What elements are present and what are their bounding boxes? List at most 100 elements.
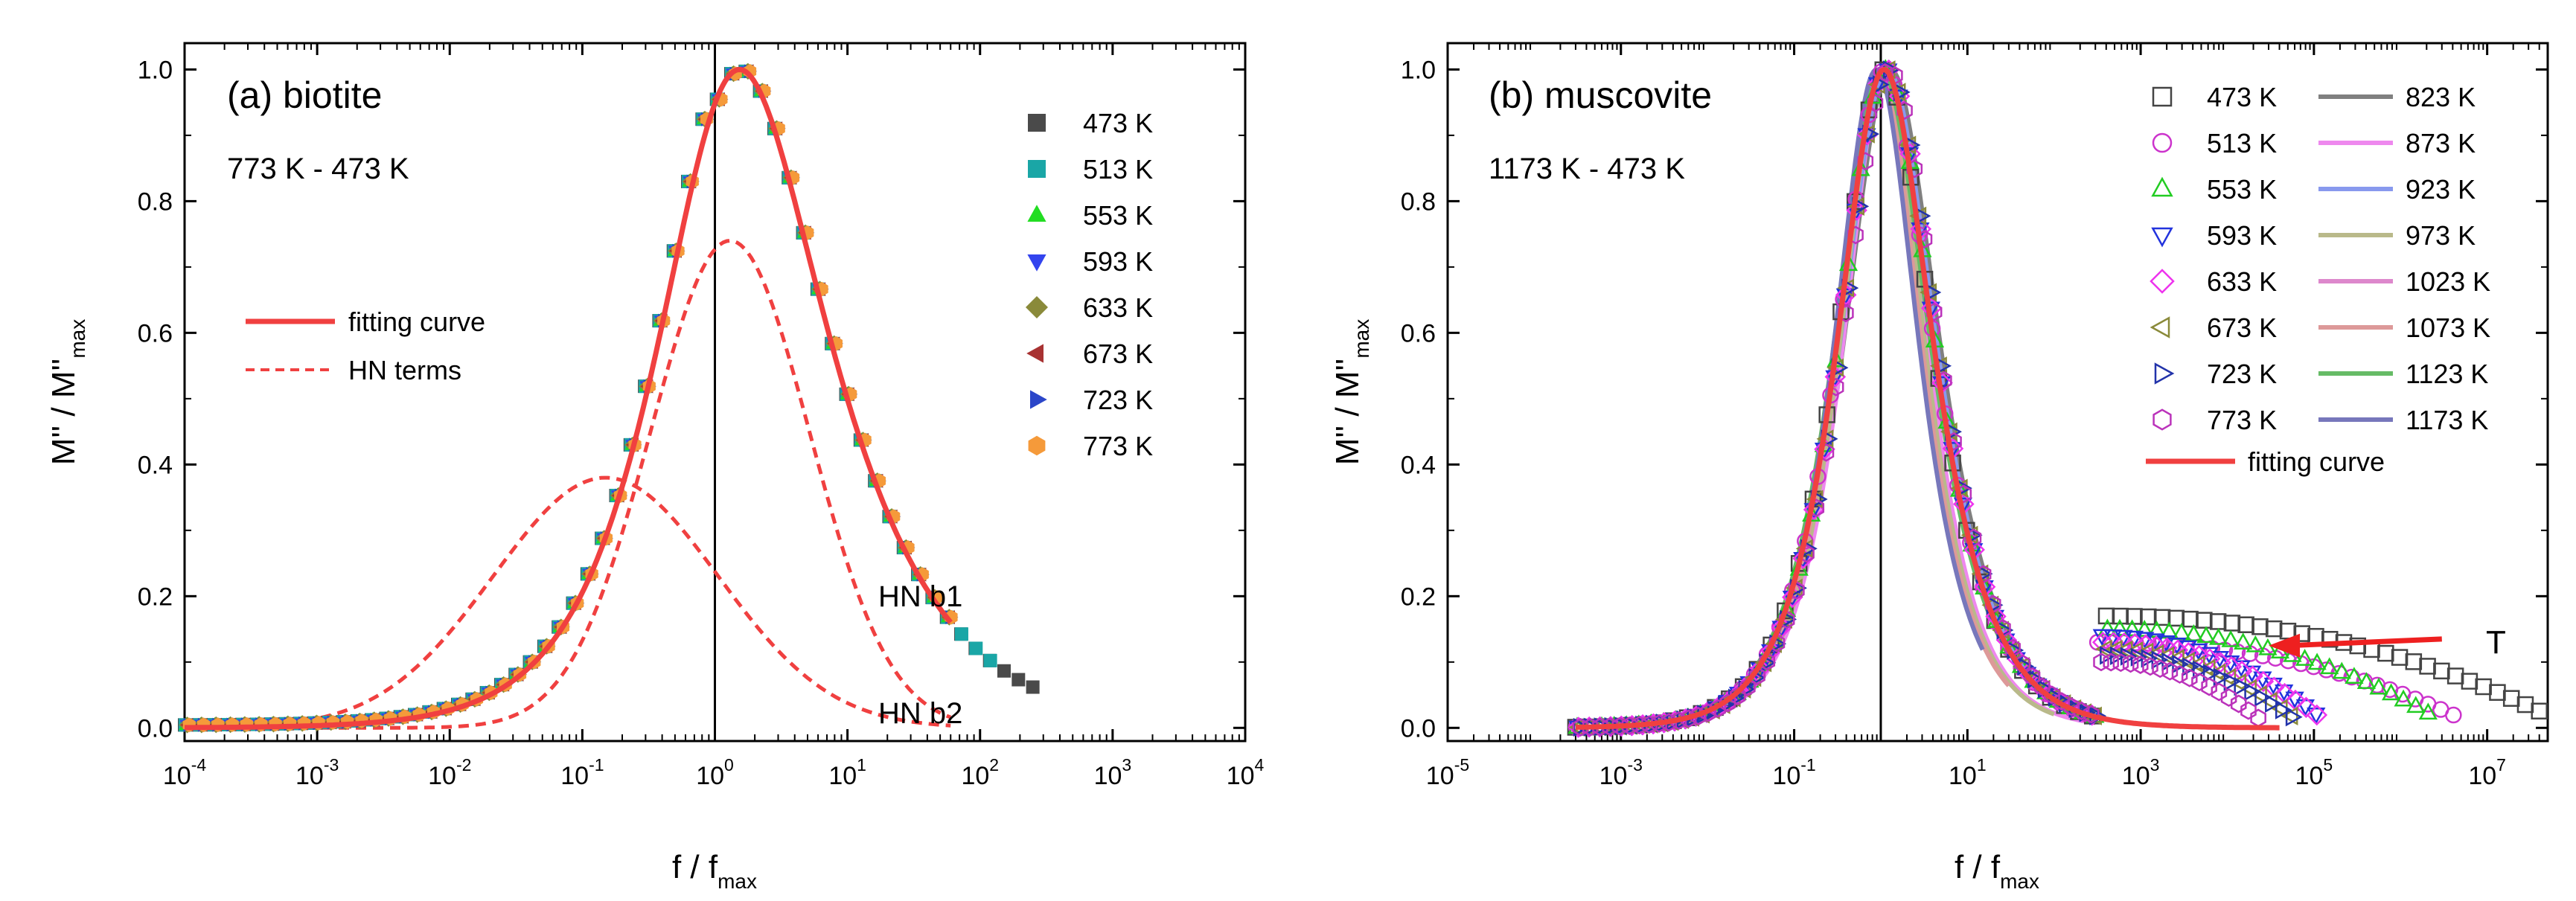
data-point	[2246, 635, 2265, 652]
data-point	[2234, 676, 2251, 696]
data-point	[1611, 716, 1629, 736]
data-point	[2250, 708, 2266, 728]
data-point	[2307, 652, 2327, 670]
data-point	[2234, 632, 2253, 650]
data-point	[2445, 706, 2462, 724]
fit-curve	[185, 66, 953, 731]
legend-marker	[2151, 176, 2173, 197]
panel-title: (b) muscovite	[1489, 74, 1712, 116]
data-point	[2394, 689, 2413, 707]
data-point	[1808, 498, 1825, 518]
data-point	[1857, 152, 1874, 171]
data-point	[2231, 660, 2253, 682]
hn-term-1	[185, 238, 952, 730]
x-tick-label: 10-3	[295, 755, 339, 790]
legend-label: 513 K	[2207, 128, 2277, 158]
data-point	[2110, 618, 2129, 636]
data-point	[2240, 679, 2257, 698]
data-point	[2263, 676, 2285, 699]
data-point	[2221, 629, 2240, 647]
legend-hn-label: HN terms	[348, 355, 461, 385]
series-legend: 473 K 513 K 553 K 593 K 633 K 673 K 723 K 773 K…	[2150, 82, 2490, 435]
data-point	[2254, 687, 2272, 707]
legend-marker	[2151, 227, 2173, 248]
fit-curve-group	[185, 66, 953, 731]
data-markers	[1567, 59, 2548, 738]
y-tick-label: 0.6	[1401, 319, 1436, 347]
data-point	[1798, 544, 1815, 563]
data-point	[2502, 690, 2520, 707]
data-point	[2242, 665, 2263, 687]
data-point	[2130, 647, 2148, 667]
data-point	[2446, 667, 2464, 684]
y-tick-label: 0.4	[138, 451, 173, 479]
data-point	[2181, 668, 2198, 687]
data-point	[2258, 638, 2278, 655]
tick-labels: 10-4 10-3 10-2 10-1 100 101 102 103 104 0.0 0.2 0.4…	[138, 56, 1265, 790]
legend-marker	[1027, 254, 1046, 272]
data-point	[1768, 633, 1786, 652]
legend-label: 723 K	[1083, 385, 1153, 415]
y-axis-title: M'' / M''max	[1329, 319, 1373, 466]
x-tick-label: 105	[2295, 755, 2333, 790]
data-point	[2103, 652, 2119, 672]
y-tick-label: 0.8	[138, 187, 173, 216]
data-point	[2405, 653, 2423, 670]
data-point	[2320, 657, 2339, 675]
data-point	[2489, 684, 2506, 701]
data-point	[2220, 688, 2237, 708]
x-tick-label: 101	[1949, 755, 1987, 790]
data-point	[2208, 627, 2228, 645]
x-tick-label: 10-3	[1599, 755, 1643, 790]
y-tick-label: 1.0	[138, 56, 173, 84]
x-tick-label: 102	[961, 755, 999, 790]
panel-muscovite: 10-5 10-3 10-1 101 103 105 107 0.0 0.2 0.4 0.6 0.8 1…	[1329, 42, 2549, 893]
legend-label: 473 K	[1083, 108, 1153, 138]
legend-marker	[1030, 390, 1047, 409]
data-point	[2418, 702, 2438, 720]
data-point	[1838, 304, 1854, 323]
temperature-range: 1173 K - 473 K	[1489, 153, 1685, 185]
data-point	[1621, 716, 1638, 735]
tick-labels: 10-5 10-3 10-1 101 103 105 107 0.0 0.2 0.4 0.6 0.8 1…	[1401, 56, 2506, 790]
data-point	[2202, 664, 2220, 683]
data-point	[2159, 621, 2179, 639]
series-473-K	[1567, 61, 2548, 736]
data-point	[2230, 694, 2247, 714]
data-point	[2191, 673, 2208, 692]
annotation-arrow	[2269, 633, 2442, 658]
data-point	[2356, 672, 2377, 690]
legend-label: 873 K	[2406, 128, 2476, 158]
panel-biotite: 10-4 10-3 10-2 10-1 100 101 102 103 104 0.0 0.2 0.4…	[45, 42, 1265, 893]
x-axis-title: f / fmax	[1955, 849, 2039, 893]
legend-marker	[1027, 205, 1046, 222]
legend-marker	[1026, 296, 1048, 318]
legend-marker	[2150, 316, 2170, 339]
data-point	[2307, 707, 2326, 725]
data-point	[1026, 680, 1040, 694]
x-tick-label: 10-1	[1772, 755, 1815, 790]
legend-label: 673 K	[2207, 312, 2277, 343]
legend-label: 513 K	[1083, 154, 1153, 185]
legend-label: 553 K	[1083, 200, 1153, 231]
data-point	[2406, 696, 2426, 714]
legend-label: 773 K	[2207, 405, 2277, 435]
data-point	[2345, 667, 2364, 684]
line-series-873-K	[1662, 67, 2096, 727]
data-point	[2381, 683, 2401, 701]
data-point	[1789, 581, 1805, 600]
data-point	[2275, 700, 2292, 719]
data-point	[2219, 667, 2237, 687]
annotation-arrow-head	[2269, 633, 2301, 658]
plot-area-frame	[1446, 42, 2549, 743]
x-tick-label: 10-2	[428, 755, 471, 790]
data-point	[2391, 649, 2409, 666]
x-tick-label: 10-4	[163, 755, 206, 790]
x-tick-label: 10-5	[1426, 755, 1469, 790]
legend-marker	[2152, 132, 2173, 153]
fit-curve-group	[1575, 66, 2280, 731]
line-series-923-K	[1661, 67, 2096, 725]
data-point	[2244, 682, 2262, 702]
data-point	[2223, 672, 2241, 691]
